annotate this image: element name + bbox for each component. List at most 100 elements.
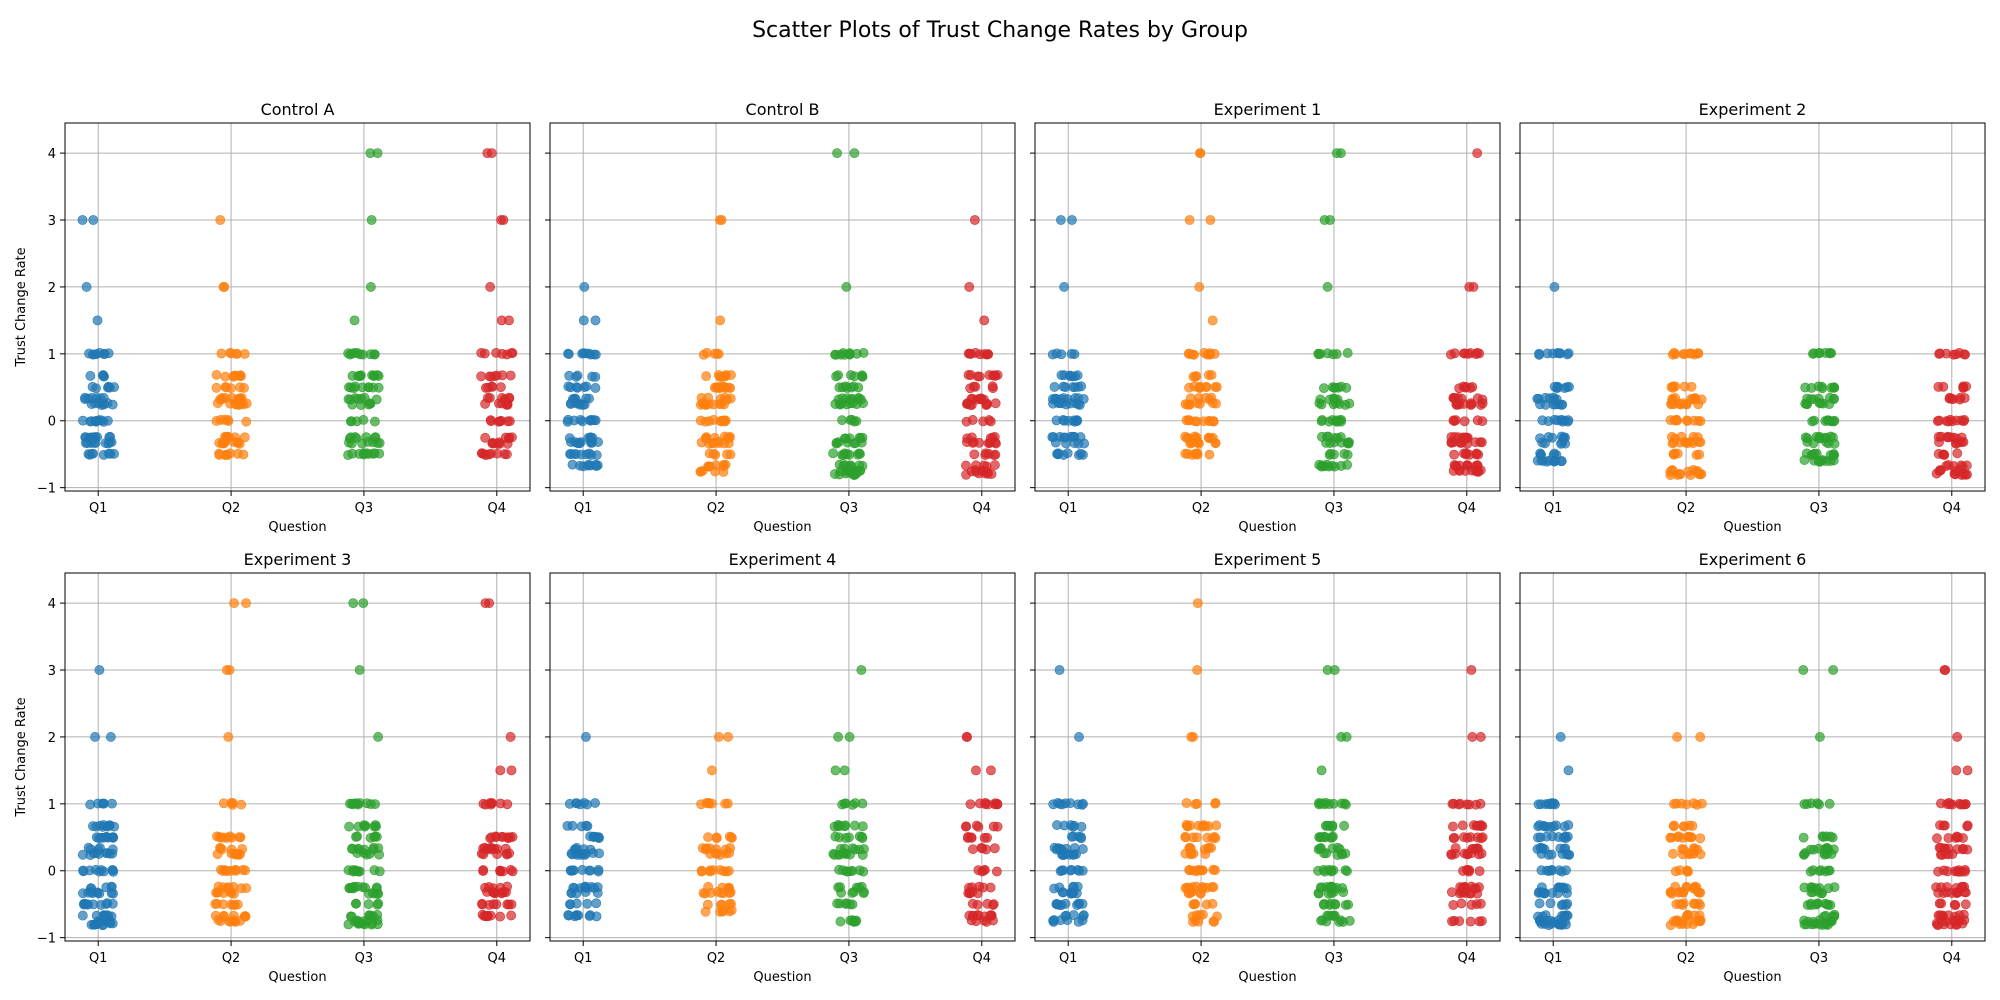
x-tick-label: Q1 (1544, 951, 1563, 966)
data-point (1471, 899, 1482, 909)
data-point (703, 461, 714, 472)
axes-frame (1034, 572, 1501, 942)
data-point (1341, 732, 1352, 742)
data-point (723, 866, 734, 876)
data-point (486, 416, 496, 427)
data-point (581, 393, 592, 404)
data-point (234, 394, 245, 405)
data-point (1960, 799, 1971, 810)
data-point (358, 598, 369, 609)
data-point (499, 449, 510, 459)
data-point (1075, 448, 1086, 459)
data-point (839, 821, 850, 832)
y-tick-label: 1 (48, 348, 56, 363)
data-point (1943, 843, 1954, 854)
data-point (478, 843, 488, 854)
data-point (567, 820, 578, 831)
data-point (495, 765, 506, 776)
data-point (1827, 911, 1838, 922)
data-point (1465, 916, 1476, 927)
data-point (1078, 910, 1089, 921)
data-point (1952, 732, 1963, 742)
data-point (1829, 415, 1840, 426)
data-point (219, 414, 230, 425)
data-point (218, 910, 229, 921)
data-point (345, 432, 356, 443)
y-tick-label: 4 (48, 597, 56, 612)
data-point (1069, 843, 1080, 853)
data-point (720, 844, 731, 855)
data-point (1678, 349, 1689, 360)
data-point (565, 899, 576, 910)
data-point (1474, 866, 1485, 877)
panel-title: Control A (261, 100, 335, 119)
data-point (370, 831, 381, 842)
data-point (1075, 432, 1086, 442)
data-point (483, 382, 493, 393)
data-point (1052, 820, 1062, 830)
data-point (361, 432, 372, 443)
data-point (1942, 799, 1953, 809)
data-point (505, 370, 516, 381)
data-point (359, 821, 370, 832)
panel-title: Experiment 5 (1214, 550, 1322, 569)
data-point (1192, 432, 1202, 443)
data-point (1555, 843, 1566, 854)
data-point (713, 732, 724, 742)
data-point (1687, 394, 1698, 405)
data-point (989, 843, 1000, 854)
data-point (485, 282, 496, 292)
data-point (1059, 370, 1070, 381)
data-point (363, 899, 374, 910)
y-tick-label: 0 (48, 415, 56, 430)
data-point (593, 866, 604, 877)
data-point (347, 798, 358, 809)
data-point (1188, 899, 1199, 910)
data-point (485, 392, 495, 403)
axes-frame (64, 572, 531, 942)
data-point (495, 911, 506, 922)
data-point (1048, 432, 1059, 442)
data-point (1956, 432, 1967, 443)
data-point (1065, 865, 1076, 876)
data-point (348, 883, 359, 894)
data-point (565, 865, 576, 876)
data-point (1195, 148, 1206, 159)
data-point (1815, 456, 1825, 467)
data-point (1694, 910, 1705, 921)
x-tick-label: Q2 (707, 951, 726, 966)
data-point (88, 215, 99, 225)
data-point (369, 865, 380, 876)
data-point (967, 415, 978, 425)
x-tick-label: Q3 (840, 501, 859, 516)
data-point (1181, 415, 1192, 426)
data-point (1933, 431, 1944, 442)
data-point (1468, 282, 1479, 292)
data-point (1945, 432, 1955, 443)
x-tick-label: Q1 (89, 951, 108, 966)
grid (1035, 123, 1500, 491)
data-point (831, 438, 842, 449)
data-point (1695, 732, 1706, 742)
data-point (588, 831, 599, 842)
data-point (500, 432, 511, 443)
data-point (1543, 432, 1554, 442)
data-point (1076, 821, 1087, 832)
data-point (1207, 315, 1218, 326)
data-point (575, 415, 586, 425)
data-point (476, 371, 487, 382)
data-point (590, 383, 601, 393)
data-point (211, 370, 222, 380)
data-point (1206, 392, 1217, 403)
data-point (563, 349, 574, 360)
data-point (976, 393, 987, 404)
data-point (1546, 849, 1557, 860)
data-point (1958, 383, 1969, 393)
x-tick-label: Q2 (1677, 951, 1696, 966)
data-point (1946, 394, 1957, 404)
data-point (107, 865, 118, 875)
data-point (98, 798, 109, 809)
data-point (985, 910, 996, 921)
data-point (1051, 899, 1062, 909)
